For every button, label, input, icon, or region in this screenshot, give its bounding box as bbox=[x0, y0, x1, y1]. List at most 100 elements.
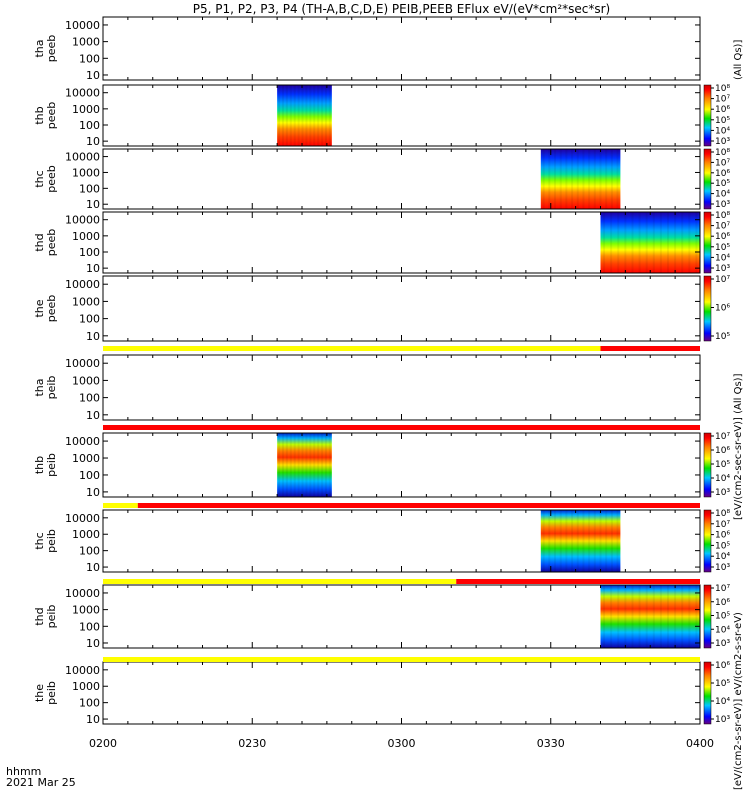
colorbar-label: 10³ bbox=[715, 137, 730, 147]
colorbar bbox=[703, 148, 712, 210]
panel-tha-peib: 10 100 1000 10000 thapeib bbox=[33, 354, 701, 422]
x-tick-label: 0230 bbox=[238, 737, 266, 750]
x-tick-label: 0330 bbox=[537, 737, 565, 750]
colorbar-label: 10⁸ bbox=[715, 148, 730, 158]
colorbar-label: 10⁵ bbox=[715, 541, 730, 551]
y-tick-label: 100 bbox=[79, 620, 100, 633]
mode-bar-segment bbox=[456, 579, 700, 584]
colorbar-label: 10⁴ bbox=[715, 697, 730, 707]
y-tick-label: 100 bbox=[79, 392, 100, 405]
colorbar-label: 10⁶ bbox=[715, 446, 730, 456]
colorbar-label: 10⁷ bbox=[715, 520, 730, 530]
colorbar-label: 10⁶ bbox=[715, 232, 730, 242]
mode-bar-segment bbox=[137, 503, 700, 508]
panel-frame bbox=[102, 275, 701, 342]
y-tick-label: 10000 bbox=[65, 214, 100, 227]
colorbar-label: 10⁵ bbox=[715, 460, 730, 470]
y-tick-label: 1000 bbox=[72, 528, 100, 541]
y-tick-label: 10000 bbox=[65, 151, 100, 164]
colorbar-label: 10⁸ bbox=[715, 509, 730, 519]
colorbar-label: 10⁸ bbox=[715, 211, 730, 221]
y-tick-label: 100 bbox=[79, 313, 100, 326]
y-tick-label: 10 bbox=[86, 198, 100, 211]
colorbar bbox=[703, 84, 712, 147]
mode-bar bbox=[103, 503, 700, 508]
panel-ylabel: thepeeb bbox=[33, 295, 58, 323]
colorbar-label: 10⁶ bbox=[715, 531, 730, 541]
colorbar-label: 10⁴ bbox=[715, 625, 730, 635]
panel-ylabel: thbpeeb bbox=[33, 102, 58, 130]
colorbar-label: 10³ bbox=[715, 200, 730, 210]
colorbar-label: 10⁶ bbox=[715, 661, 730, 671]
colorbar-units-label-middle: [eV/(cm2-sec-sr-eV)] (All Qs)] bbox=[733, 373, 744, 520]
y-tick-label: 10 bbox=[86, 330, 100, 343]
y-tick-label: 100 bbox=[79, 697, 100, 710]
panel-the-peib: 10 100 1000 10000 thepeib 10⁶ 10⁵ 10⁴ 10³ bbox=[33, 661, 730, 726]
y-tick-label: 10000 bbox=[65, 512, 100, 525]
panel-ylabel: thapeib bbox=[33, 376, 58, 400]
colorbar-label: 10⁴ bbox=[715, 253, 730, 263]
colorbar bbox=[703, 211, 712, 274]
y-tick-label: 1000 bbox=[72, 680, 100, 693]
mode-bar-segment bbox=[103, 503, 138, 508]
mode-bar-segment bbox=[103, 657, 700, 662]
colorbar-label: 10⁷ bbox=[715, 432, 730, 442]
colorbar bbox=[703, 584, 712, 649]
colorbar-label: 10⁶ bbox=[715, 169, 730, 179]
panel-ylabel: thapeeb bbox=[33, 35, 58, 63]
y-tick-label: 10 bbox=[86, 135, 100, 148]
colorbar-label: 10⁴ bbox=[715, 474, 730, 484]
y-tick-label: 1000 bbox=[72, 452, 100, 465]
y-tick-label: 10000 bbox=[65, 19, 100, 32]
mode-bar bbox=[103, 346, 700, 351]
colorbar-label: 10⁵ bbox=[715, 332, 730, 342]
colorbar-units-label-top: (All Qs)] bbox=[733, 39, 744, 80]
mode-bar bbox=[103, 579, 700, 584]
time-axis-caption: hhmm 2021 Mar 25 bbox=[6, 766, 76, 788]
x-tick-label: 0400 bbox=[686, 737, 714, 750]
x-tick-label: 0200 bbox=[89, 737, 117, 750]
y-tick-label: 10 bbox=[86, 262, 100, 275]
colorbar-label: 10³ bbox=[715, 488, 730, 498]
spectrogram-block bbox=[540, 510, 621, 572]
y-tick-label: 10 bbox=[86, 69, 100, 82]
panel-ylabel: thbpeib bbox=[33, 453, 58, 477]
colorbar-label: 10⁶ bbox=[715, 105, 730, 115]
colorbar-label: 10⁶ bbox=[715, 598, 730, 608]
colorbar-units-label-bottom: [eV/(cm2-s-sr-eV)] eV/(cm2-s-sr-eV) bbox=[733, 612, 744, 790]
y-tick-label: 1000 bbox=[72, 295, 100, 308]
y-tick-label: 1000 bbox=[72, 230, 100, 243]
panel-frame bbox=[102, 84, 701, 147]
colorbar-label: 10⁵ bbox=[715, 116, 730, 126]
colorbar-label: 10⁷ bbox=[715, 95, 730, 105]
y-tick-label: 10 bbox=[86, 409, 100, 422]
y-tick-label: 10000 bbox=[65, 278, 100, 291]
colorbar bbox=[703, 509, 712, 573]
mode-bar-segment bbox=[600, 346, 700, 351]
mode-bar-segment bbox=[103, 425, 700, 430]
spectrogram-block bbox=[600, 585, 700, 648]
panel-frame bbox=[102, 354, 701, 421]
spectrogram-block bbox=[540, 149, 621, 209]
y-tick-label: 10000 bbox=[65, 664, 100, 677]
y-tick-label: 10000 bbox=[65, 87, 100, 100]
colorbar-label: 10³ bbox=[715, 563, 730, 573]
colorbar-label: 10⁵ bbox=[715, 612, 730, 622]
y-tick-label: 10000 bbox=[65, 435, 100, 448]
mode-bar-segment bbox=[103, 346, 601, 351]
panel-frame bbox=[102, 432, 701, 498]
panel-frame bbox=[102, 16, 701, 81]
colorbar-label: 10⁵ bbox=[715, 179, 730, 189]
y-tick-label: 10 bbox=[86, 713, 100, 726]
panel-frame bbox=[102, 661, 701, 725]
spectrogram-block bbox=[277, 85, 332, 146]
y-tick-label: 10 bbox=[86, 637, 100, 650]
colorbar-label: 10⁴ bbox=[715, 190, 730, 200]
panel-ylabel: thcpeib bbox=[33, 529, 58, 553]
y-tick-label: 1000 bbox=[72, 103, 100, 116]
colorbar-label: 10⁵ bbox=[715, 679, 730, 689]
